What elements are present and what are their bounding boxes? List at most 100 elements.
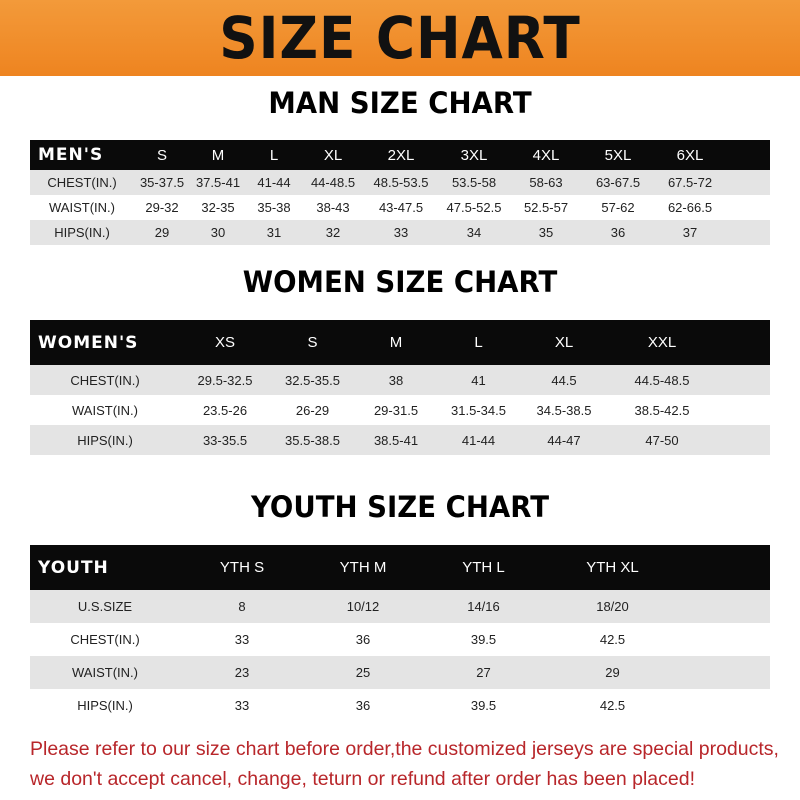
size-header: 4XL — [532, 146, 560, 164]
size-header: 2XL — [387, 146, 415, 164]
measurement-cell: 35 — [538, 225, 554, 240]
youth-section-title: YOUTH SIZE CHART — [250, 490, 550, 524]
size-header: L — [269, 146, 279, 164]
row-label: WAIST(IN.) — [49, 200, 115, 215]
table-row: U.S.SIZE 8 10/12 14/16 18/20 — [30, 590, 770, 623]
order-notice: Please refer to our size chart before or… — [30, 734, 790, 794]
row-label: CHEST(IN.) — [70, 632, 140, 647]
measurement-cell: 35.5-38.5 — [285, 432, 340, 448]
row-label: CHEST(IN.) — [47, 175, 117, 190]
measurement-cell: 34 — [466, 225, 482, 240]
measurement-cell: 47-50 — [645, 432, 679, 448]
table-row: HIPS(IN.) 29 30 31 32 33 34 35 36 37 — [30, 220, 770, 245]
measurement-cell: 44.5 — [551, 372, 577, 388]
table-row: WAIST(IN.) 29-32 32-35 35-38 38-43 43-47.5 47.… — [30, 195, 770, 220]
measurement-cell: 31 — [266, 225, 282, 240]
measurement-cell: 63-67.5 — [595, 175, 641, 190]
table-row: CHEST(IN.) 35-37.5 37.5-41 41-44 44-48.5 48.5… — [30, 170, 770, 195]
measurement-cell: 42.5 — [599, 632, 626, 647]
measurement-cell: 8 — [238, 599, 246, 614]
measurement-cell: 41-44 — [461, 432, 496, 448]
measurement-cell: 29 — [605, 665, 620, 680]
measurement-cell: 33 — [393, 225, 409, 240]
measurement-cell: 44-48.5 — [310, 175, 356, 190]
measurement-cell: 32 — [325, 225, 341, 240]
measurement-cell: 18/20 — [596, 599, 629, 614]
row-label: WOMEN'S — [38, 332, 139, 353]
measurement-cell: 30 — [210, 225, 226, 240]
measurement-cell: 41-44 — [257, 175, 291, 190]
measurement-cell: 32.5-35.5 — [285, 372, 340, 388]
size-header: XXL — [647, 334, 677, 351]
measurement-cell: 52.5-57 — [523, 200, 569, 215]
women-size-table: WOMEN'S XS S M L XL XXL CHEST(IN.) 29.5-32.5 32.5… — [30, 320, 770, 455]
row-label: HIPS(IN.) — [77, 698, 133, 713]
measurement-cell: 67.5-72 — [667, 175, 713, 190]
measurement-cell: 36 — [355, 698, 371, 713]
measurement-cell: 29-32 — [145, 200, 179, 215]
measurement-cell: 14/16 — [467, 599, 500, 614]
measurement-cell: 43-47.5 — [378, 200, 424, 215]
measurement-cell: 33-35.5 — [202, 432, 248, 448]
measurement-cell: 36 — [355, 632, 371, 647]
women-section-title: WOMEN SIZE CHART — [242, 265, 558, 299]
row-label: YOUTH — [38, 557, 109, 578]
table-row: HIPS(IN.) 33 36 39.5 42.5 — [30, 689, 770, 722]
measurement-cell: 33 — [234, 698, 250, 713]
measurement-cell: 47.5-52.5 — [446, 200, 502, 215]
size-header: M — [389, 334, 403, 351]
measurement-cell: 23 — [234, 665, 250, 680]
row-label: U.S.SIZE — [77, 599, 133, 614]
measurement-cell: 29-31.5 — [373, 402, 419, 418]
measurement-cell: 35-38 — [257, 200, 291, 215]
size-header: S — [156, 146, 167, 164]
header-row: MEN'S S M L XL 2XL 3XL 4XL 5XL 6XL — [30, 140, 770, 170]
row-label: WAIST(IN.) — [72, 402, 138, 418]
size-header: YTH L — [462, 559, 505, 576]
size-header: 3XL — [460, 146, 488, 164]
size-header: L — [474, 334, 483, 351]
title-banner: SIZE CHART — [0, 0, 800, 76]
measurement-cell: 53.5-58 — [451, 175, 497, 190]
measurement-cell: 38 — [388, 372, 404, 388]
notice-line-2: we don't accept cancel, change, teturn o… — [30, 768, 695, 790]
table-row: WAIST(IN.) 23 25 27 29 — [30, 656, 770, 689]
size-header: XL — [323, 146, 343, 164]
size-header: YTH S — [219, 559, 265, 576]
measurement-cell: 23.5-26 — [202, 402, 248, 418]
size-header: XS — [214, 334, 235, 351]
table-row: CHEST(IN.) 29.5-32.5 32.5-35.5 38 41 44.5 44.5… — [30, 365, 770, 395]
measurement-cell: 29.5-32.5 — [197, 372, 253, 388]
measurement-cell: 58-63 — [529, 175, 563, 190]
measurement-cell: 62-66.5 — [667, 200, 713, 215]
row-label: HIPS(IN.) — [77, 432, 133, 448]
measurement-cell: 37.5-41 — [195, 175, 241, 190]
measurement-cell: 10/12 — [346, 599, 380, 614]
size-header: YTH M — [339, 559, 387, 576]
measurement-cell: 32-35 — [201, 200, 235, 215]
size-header: M — [211, 146, 225, 164]
men-section-title: MAN SIZE CHART — [268, 86, 532, 120]
measurement-cell: 48.5-53.5 — [373, 175, 429, 190]
size-header: 6XL — [676, 146, 704, 164]
measurement-cell: 26-29 — [295, 402, 330, 418]
row-label: CHEST(IN.) — [70, 372, 140, 388]
measurement-cell: 33 — [234, 632, 250, 647]
measurement-cell: 35-37.5 — [139, 175, 185, 190]
measurement-cell: 29 — [154, 225, 170, 240]
notice-line-1: Please refer to our size chart before or… — [30, 738, 779, 760]
size-header: 5XL — [604, 146, 632, 164]
size-header: XL — [554, 334, 574, 351]
measurement-cell: 38-43 — [316, 200, 350, 215]
measurement-cell: 31.5-34.5 — [451, 402, 506, 418]
measurement-cell: 39.5 — [470, 698, 497, 713]
measurement-cell: 44-47 — [547, 432, 581, 448]
men-size-table: MEN'S S M L XL 2XL 3XL 4XL 5XL 6XL CHEST(IN.) 35-37… — [30, 140, 770, 245]
size-header: S — [307, 334, 318, 351]
youth-size-table: YOUTH YTH S YTH M YTH L YTH XL U.S.SIZE 8 10/12… — [30, 545, 770, 722]
row-label: MEN'S — [38, 145, 104, 165]
measurement-cell: 57-62 — [601, 200, 635, 215]
measurement-cell: 44.5-48.5 — [634, 372, 690, 388]
measurement-cell: 25 — [355, 665, 371, 680]
measurement-cell: 42.5 — [599, 698, 626, 713]
